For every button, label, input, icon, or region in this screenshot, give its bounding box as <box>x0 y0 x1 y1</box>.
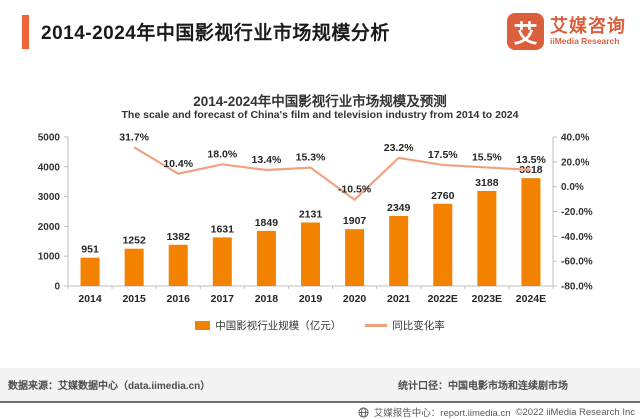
x-axis-category-label: 2018 <box>255 293 279 305</box>
line-value-label: 10.4% <box>163 158 193 170</box>
chart-title: 2014-2024年中国影视行业市场规模及预测 <box>193 94 447 109</box>
x-axis-category-label: 2017 <box>211 293 235 305</box>
statistical-caliber-label: 统计口径：中国电影市场和连续剧市场 <box>398 381 568 392</box>
bar-legend-swatch-icon <box>195 321 211 330</box>
right-axis-tick-label: -40.0% <box>561 232 593 243</box>
legend-bar-label: 中国影视行业规模（亿元） <box>215 320 342 332</box>
line-value-label: 18.0% <box>207 148 237 160</box>
bar-value-label: 2760 <box>431 190 455 202</box>
brand-logo: 艾 艾媒咨询 iiMedia Research <box>507 13 626 50</box>
report-center-label: 艾媒报告中心：report.iimedia.cn <box>373 408 511 419</box>
bar-value-label: 951 <box>81 244 99 256</box>
left-axis-tick-label: 0 <box>54 282 60 293</box>
line-value-label: 31.7% <box>119 131 149 143</box>
chart-subtitle: The scale and forecast of China's film a… <box>121 109 519 121</box>
left-axis-tick-label: 3000 <box>38 192 61 203</box>
bar-value-label: 1382 <box>167 231 191 243</box>
bar <box>389 215 409 286</box>
bar-value-label: 1252 <box>122 235 146 247</box>
page-header: 2014-2024年中国影视行业市场规模分析 艾 艾媒咨询 iiMedia Re… <box>22 13 626 50</box>
x-axis-category-label: 2019 <box>299 293 323 305</box>
bar <box>80 257 100 286</box>
x-axis-category-label: 2022E <box>428 293 458 305</box>
bar-value-label: 1849 <box>255 217 279 229</box>
legend-item-line: 同比变化率 <box>365 318 445 333</box>
right-axis-tick-label: 40.0% <box>561 133 589 144</box>
line-value-label: 15.3% <box>296 152 326 164</box>
bar-value-label: 2349 <box>387 202 411 214</box>
bar-value-label: 3188 <box>475 177 499 189</box>
x-axis-category-label: 2014 <box>78 293 102 305</box>
page-footer: 艾媒报告中心：report.iimedia.cn ©2022 iiMedia R… <box>358 405 635 419</box>
x-axis-category-label: 2021 <box>387 293 411 305</box>
bar-value-label: 2131 <box>299 208 323 220</box>
bar-value-label: 1907 <box>343 215 367 227</box>
line-value-label: 17.5% <box>428 149 458 161</box>
source-strip: 数据来源：艾媒数据中心（data.iimedia.cn） 统计口径：中国电影市场… <box>0 368 640 401</box>
left-axis-tick-label: 2000 <box>38 222 61 233</box>
right-axis-tick-label: -20.0% <box>561 207 593 218</box>
line-value-label: -10.5% <box>338 184 372 196</box>
line-value-label: 23.2% <box>384 142 414 154</box>
line-value-label: 13.5% <box>516 154 546 166</box>
bar <box>477 190 497 286</box>
yoy-line <box>133 146 532 202</box>
left-axis-tick-label: 5000 <box>38 133 61 144</box>
bar <box>433 203 453 286</box>
bar <box>301 222 320 286</box>
logo-text: 艾媒咨询 iiMedia Research <box>550 15 626 47</box>
logo-name-en: iiMedia Research <box>550 36 620 47</box>
bar <box>521 178 541 286</box>
x-axis-category-label: 2015 <box>122 293 146 305</box>
bar <box>212 237 232 286</box>
x-axis-category-label: 2016 <box>167 293 191 305</box>
bar <box>168 244 188 286</box>
x-axis-category-label: 2024E <box>516 293 546 305</box>
legend-item-bars: 中国影视行业规模（亿元） <box>195 318 341 333</box>
data-source-label: 数据来源：艾媒数据中心（data.iimedia.cn） <box>8 381 211 392</box>
bar-value-label: 1631 <box>211 223 235 235</box>
bar <box>345 229 365 286</box>
bar <box>124 248 144 286</box>
legend-line-label: 同比变化率 <box>392 320 445 332</box>
right-axis-tick-label: 20.0% <box>561 157 589 168</box>
left-axis-tick-label: 4000 <box>38 162 61 173</box>
right-axis-tick-label: 0.0% <box>561 182 584 193</box>
page-title: 2014-2024年中国影视行业市场规模分析 <box>41 23 390 44</box>
copyright-label: ©2022 iiMedia Research Inc <box>515 406 635 418</box>
combo-chart: 0 1000 2000 3000 4000 5000 40.0% 20.0% 0.0% -20.0… <box>38 131 593 305</box>
right-axis-tick-label: -80.0% <box>561 282 593 293</box>
logo-name-cn: 艾媒咨询 <box>550 15 626 36</box>
x-axis-category-label: 2023E <box>472 293 502 305</box>
line-value-label: 13.4% <box>252 154 282 166</box>
line-legend-swatch-icon <box>365 324 388 327</box>
footer-divider <box>0 401 640 403</box>
chart-legend: 中国影视行业规模（亿元） 同比变化率 <box>0 318 640 333</box>
bar <box>256 230 276 286</box>
line-value-label: 15.5% <box>472 151 502 163</box>
title-accent-bar <box>22 14 29 49</box>
left-axis-tick-label: 1000 <box>38 252 61 263</box>
iimedia-logo-icon: 艾 <box>507 13 544 50</box>
right-axis-tick-label: -60.0% <box>561 257 593 268</box>
bar-value-label: 3618 <box>519 164 543 176</box>
x-axis-category-label: 2020 <box>343 293 367 305</box>
